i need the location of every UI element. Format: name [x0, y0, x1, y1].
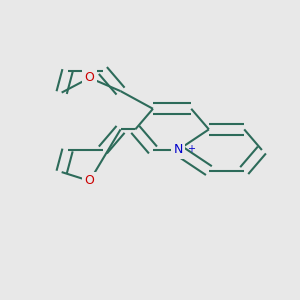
- Text: +: +: [187, 143, 195, 154]
- Text: N: N: [173, 143, 183, 157]
- Text: O: O: [85, 71, 94, 84]
- Text: O: O: [85, 174, 94, 188]
